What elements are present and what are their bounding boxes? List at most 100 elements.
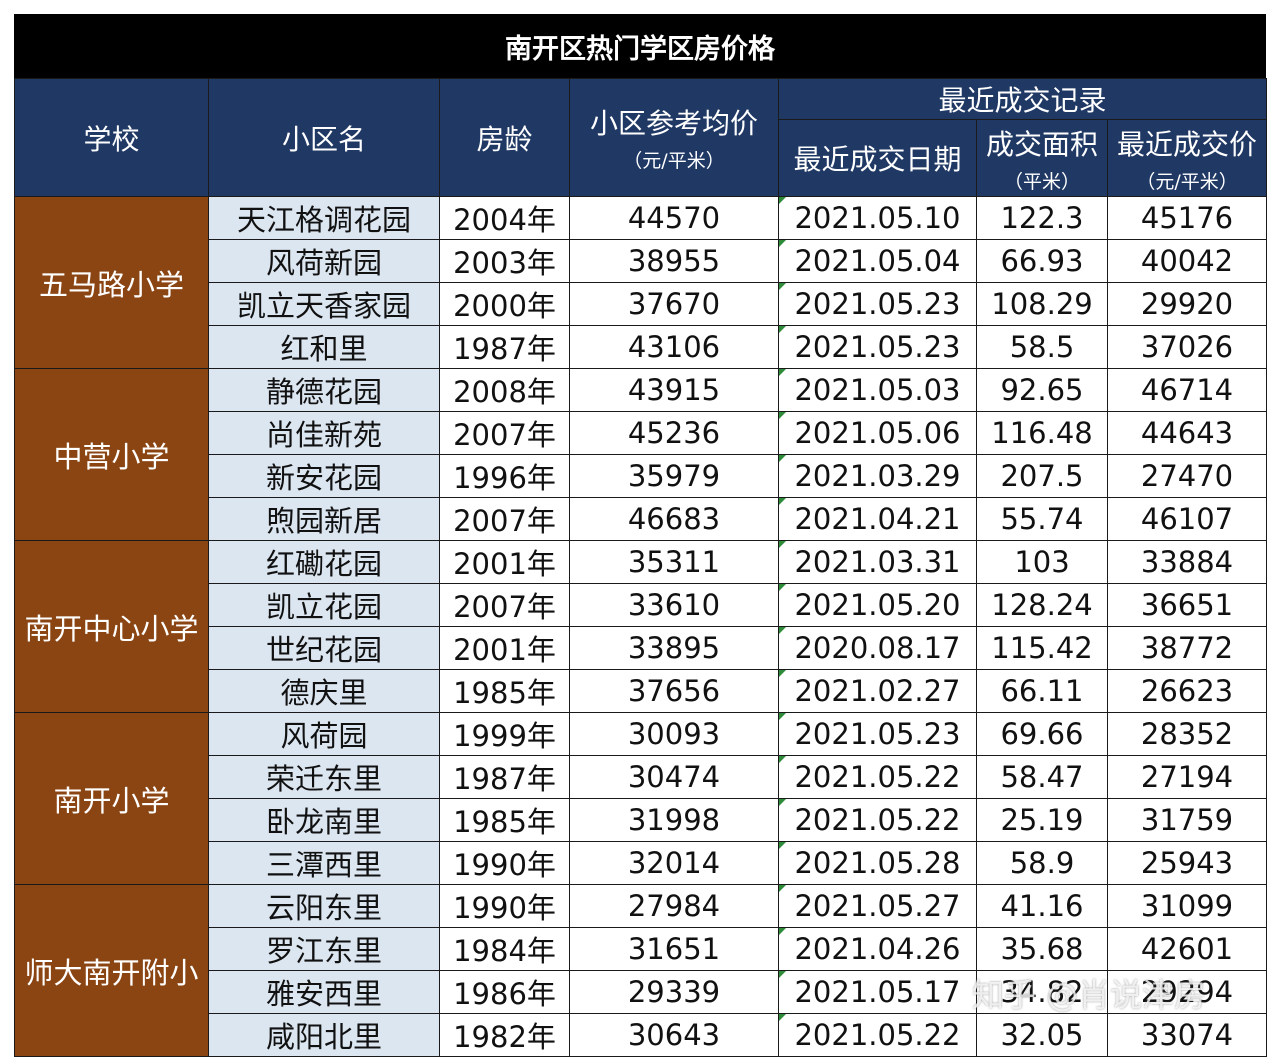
community-name-cell: 凯立天香家园 — [208, 282, 440, 326]
deal-area-cell: 92.65 — [976, 368, 1108, 412]
community-name-cell: 风荷新园 — [208, 239, 440, 283]
community-name-cell: 德庆里 — [208, 669, 440, 713]
ref-price-cell: 31998 — [569, 798, 779, 842]
header-deal-date: 最近成交日期 — [778, 119, 977, 197]
age-cell: 2007年 — [439, 497, 570, 541]
table-body: 五马路小学 天江格调花园 2004年 44570 2021.05.10 122.3 4517… — [14, 196, 1268, 1057]
deal-area-cell: 58.9 — [976, 841, 1108, 885]
deal-date-cell: 2021.05.23 — [778, 325, 977, 369]
table-header: 学校 小区名 房龄 小区参考均价 （元/平米） 最近成交记录 最近成交日期 成交… — [14, 78, 1268, 197]
deal-area-cell: 58.47 — [976, 755, 1108, 799]
deal-date-cell: 2021.05.28 — [778, 841, 977, 885]
header-deal-area-cell: 成交面积 （平米） — [976, 119, 1108, 197]
price-sheet: 南开区热门学区房价格 学校 小区名 房龄 小区参考均价 （元/平米） 最近成交记… — [14, 14, 1268, 1057]
deal-area-cell: 66.11 — [976, 669, 1108, 713]
header-recent-group: 最近成交记录 — [777, 78, 1268, 120]
deal-price-cell: 26623 — [1106, 669, 1268, 713]
age-cell: 1984年 — [439, 927, 570, 971]
age-cell: 1985年 — [439, 798, 570, 842]
header-deal-price-unit: （元/平米） — [1136, 170, 1238, 193]
age-cell: 1986年 — [439, 970, 570, 1014]
ref-price-cell: 30643 — [569, 1013, 779, 1057]
table-row: 凯立天香家园 2000年 37670 2021.05.23 108.29 29920 — [15, 282, 1268, 326]
ref-price-cell: 43915 — [569, 368, 779, 412]
deal-date-cell: 2021.04.21 — [778, 497, 977, 541]
deal-price-cell: 31759 — [1106, 798, 1268, 842]
community-name-cell: 卧龙南里 — [208, 798, 440, 842]
deal-date-cell: 2021.05.22 — [778, 1013, 977, 1057]
age-cell: 1987年 — [439, 325, 570, 369]
ref-price-cell: 37656 — [569, 669, 779, 713]
header-deal-area: 成交面积 — [985, 127, 1098, 161]
ref-price-cell: 30093 — [569, 712, 779, 756]
age-cell: 2007年 — [439, 583, 570, 627]
ref-price-cell: 27984 — [569, 884, 779, 928]
table-title: 南开区热门学区房价格 — [14, 14, 1266, 78]
ref-price-cell: 35311 — [569, 540, 779, 584]
age-cell: 2001年 — [439, 540, 570, 584]
age-cell: 1999年 — [439, 712, 570, 756]
deal-date-cell: 2021.02.27 — [778, 669, 977, 713]
deal-area-cell: 55.74 — [976, 497, 1108, 541]
age-cell: 1996年 — [439, 454, 570, 498]
deal-date-cell: 2021.03.29 — [778, 454, 977, 498]
deal-area-cell: 69.66 — [976, 712, 1108, 756]
deal-date-cell: 2021.05.23 — [778, 282, 977, 326]
table-row: 世纪花园 2001年 33895 2020.08.17 115.42 38772 — [15, 626, 1268, 670]
community-name-cell: 三潭西里 — [208, 841, 440, 885]
header-ref-price-unit: （元/平米） — [623, 150, 725, 172]
table-row: 五马路小学 天江格调花园 2004年 44570 2021.05.10 122.3 4517… — [14, 196, 1268, 369]
deal-area-cell: 122.3 — [976, 196, 1108, 240]
deal-price-cell: 38772 — [1106, 626, 1268, 670]
deal-price-cell: 45176 — [1106, 196, 1268, 240]
deal-price-cell: 27470 — [1106, 454, 1268, 498]
table-row: 雅安西里 1986年 29339 2021.05.17 34.82 29294 — [15, 970, 1268, 1014]
age-cell: 2008年 — [439, 368, 570, 412]
deal-price-cell: 46714 — [1106, 368, 1268, 412]
community-name-cell: 尚佳新苑 — [208, 411, 440, 455]
deal-area-cell: 108.29 — [976, 282, 1108, 326]
deal-area-cell: 207.5 — [976, 454, 1108, 498]
deal-date-cell: 2021.05.20 — [778, 583, 977, 627]
ref-price-cell: 29339 — [569, 970, 779, 1014]
deal-price-cell: 29920 — [1106, 282, 1268, 326]
ref-price-cell: 33895 — [569, 626, 779, 670]
age-cell: 2007年 — [439, 411, 570, 455]
deal-price-cell: 25943 — [1106, 841, 1268, 885]
deal-area-cell: 66.93 — [976, 239, 1108, 283]
deal-area-cell: 103 — [976, 540, 1108, 584]
ref-price-cell: 44570 — [569, 196, 779, 240]
deal-date-cell: 2021.05.03 — [778, 368, 977, 412]
deal-price-cell: 28352 — [1106, 712, 1268, 756]
table-row: 南开小学 风荷园 1999年 30093 2021.05.23 69.66 28352 — [14, 712, 1268, 885]
header-deal-area-unit: （平米） — [1003, 170, 1080, 193]
header-community: 小区名 — [208, 78, 440, 197]
header-deal-price: 最近成交价 — [1117, 127, 1258, 161]
table-row: 煦园新居 2007年 46683 2021.04.21 55.74 46107 — [15, 497, 1268, 541]
ref-price-cell: 45236 — [569, 411, 779, 455]
ref-price-cell: 31651 — [569, 927, 779, 971]
community-name-cell: 风荷园 — [208, 712, 440, 756]
community-name-cell: 世纪花园 — [208, 626, 440, 670]
header-age: 房龄 — [439, 78, 570, 197]
deal-date-cell: 2021.05.17 — [778, 970, 977, 1014]
community-name-cell: 云阳东里 — [208, 884, 440, 928]
header-school: 学校 — [14, 78, 209, 197]
community-name-cell: 咸阳北里 — [208, 1013, 440, 1057]
header-ref-price-cell: 小区参考均价 （元/平米） — [569, 78, 779, 197]
age-cell: 1982年 — [439, 1013, 570, 1057]
deal-area-cell: 58.5 — [976, 325, 1108, 369]
table-row: 罗江东里 1984年 31651 2021.04.26 35.68 42601 — [15, 927, 1268, 971]
age-cell: 1990年 — [439, 884, 570, 928]
community-name-cell: 煦园新居 — [208, 497, 440, 541]
deal-price-cell: 33884 — [1106, 540, 1268, 584]
school-cell: 师大南开附小 — [14, 884, 209, 1057]
deal-date-cell: 2021.05.04 — [778, 239, 977, 283]
table-row: 荣迁东里 1987年 30474 2021.05.22 58.47 27194 — [15, 755, 1268, 799]
deal-date-cell: 2021.05.23 — [778, 712, 977, 756]
deal-price-cell: 29294 — [1106, 970, 1268, 1014]
school-cell: 南开小学 — [14, 712, 209, 885]
deal-area-cell: 34.82 — [976, 970, 1108, 1014]
table-row: 风荷新园 2003年 38955 2021.05.04 66.93 40042 — [15, 239, 1268, 283]
deal-area-cell: 128.24 — [976, 583, 1108, 627]
